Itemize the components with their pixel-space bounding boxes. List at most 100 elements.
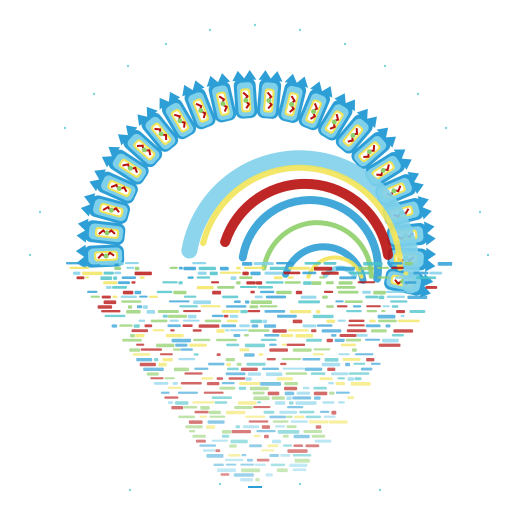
reflection-stripe: [275, 425, 285, 428]
reflection-stripe: [198, 266, 216, 271]
reflection-stripe: [329, 391, 335, 395]
reflection-stripe: [263, 410, 275, 414]
reflection-stripe: [267, 391, 280, 396]
reflection-stripe: [251, 324, 259, 328]
reflection-stripe: [112, 295, 118, 298]
reflection-stripe: [373, 290, 386, 295]
scatter-dot: [343, 42, 347, 46]
reflection-stripe: [154, 358, 159, 362]
reflection-stripe: [248, 329, 270, 332]
reflection-stripe: [328, 382, 334, 385]
reflection-stripe: [264, 310, 286, 313]
reflection-stripe: [118, 262, 124, 266]
reflection-stripe: [226, 305, 247, 308]
reflection-stripe: [253, 262, 274, 266]
reflection-stripe: [189, 343, 207, 347]
scatter-dot: [478, 210, 482, 214]
reflection-stripe: [149, 295, 158, 298]
reflection-stripe: [284, 281, 301, 284]
reflection-stripe: [129, 348, 141, 352]
ring-lobe: [80, 193, 131, 224]
reflection-stripe: [247, 310, 261, 313]
reflection-stripe: [356, 334, 368, 337]
reflection-stripe: [366, 305, 381, 308]
reflection-stripe: [293, 434, 310, 439]
reflection-stripe: [171, 406, 184, 410]
reflection-stripe: [255, 281, 263, 285]
reflection-stripe: [101, 295, 111, 299]
reflection-stripe: [192, 401, 215, 404]
reflection-stripe: [396, 310, 405, 314]
reflection-stripe: [289, 463, 308, 467]
reflection-stripe: [429, 271, 442, 275]
reflection-stripe: [385, 290, 405, 293]
reflection-stripe: [183, 406, 198, 409]
reflection-stripe: [238, 386, 247, 390]
reflection-stripe: [366, 310, 377, 313]
reflection-stripe: [276, 468, 288, 473]
reflection-stripe: [353, 362, 366, 365]
reflection-stripe: [286, 343, 306, 346]
reflection-stripe: [209, 415, 226, 418]
reflection-stripe: [306, 338, 322, 342]
reflection-stripe: [180, 382, 202, 385]
reflection-stripe: [160, 391, 170, 394]
reflection-stripe: [245, 377, 252, 381]
reflection-stripe: [206, 382, 220, 386]
reflection-stripe: [248, 486, 262, 488]
reflection-stripe: [326, 338, 333, 343]
reflection-stripe: [260, 290, 275, 294]
reflection-stripe: [250, 271, 261, 276]
reflection-stripe: [358, 266, 374, 271]
reflection-stripe: [377, 266, 389, 269]
reflection-stripe: [397, 319, 420, 323]
swirl-arc: [200, 164, 404, 271]
reflection-stripe: [199, 415, 208, 418]
reflection-stripe: [164, 377, 175, 380]
reflection-stripe: [281, 343, 287, 346]
scatter-dot: [128, 488, 132, 492]
reflection-stripe: [242, 425, 259, 429]
reflection-stripe: [363, 262, 383, 266]
reflection-stripe: [295, 334, 314, 338]
reflection-stripe: [211, 281, 220, 284]
reflection-stripe: [381, 310, 386, 313]
reflection-stripe: [265, 281, 284, 284]
reflection-stripe: [134, 266, 140, 271]
reflection-stripe: [348, 372, 370, 375]
reflection-stripe: [184, 372, 203, 375]
reflection-stripe: [194, 367, 209, 370]
reflection-stripe: [233, 473, 254, 477]
reflection-stripe: [255, 478, 260, 482]
reflection-stripe: [236, 281, 241, 285]
reflection-stripe: [290, 420, 308, 423]
reflection-stripe: [111, 324, 118, 328]
reflection-stripe: [105, 286, 112, 289]
reflection-stripe: [169, 266, 178, 269]
reflection-stripe: [216, 329, 225, 333]
reflection-stripe: [355, 353, 374, 356]
reflection-stripe: [280, 362, 287, 366]
reflection-stripe: [188, 430, 196, 433]
reflection-stripe: [131, 281, 136, 284]
reflection-stripe: [302, 271, 317, 275]
reflection-stripe: [199, 444, 216, 447]
reflection-stripe: [185, 425, 203, 429]
reflection-stripe: [303, 281, 312, 285]
reflection-stripe: [362, 290, 371, 294]
reflection-stripe: [136, 305, 143, 309]
reflection-stripe: [228, 454, 241, 457]
scatter-dot: [298, 482, 302, 486]
reflection-stripe: [121, 300, 142, 303]
reflection-stripe: [228, 377, 246, 380]
reflection-stripe: [208, 362, 225, 366]
reflection-stripe: [292, 319, 303, 324]
reflection-stripe: [225, 463, 237, 466]
reflection-stripe: [82, 271, 103, 276]
reflection-stripe: [99, 262, 115, 266]
reflection-stripe: [204, 319, 222, 323]
reflection-stripe: [281, 358, 302, 361]
reflection-stripe: [206, 425, 216, 429]
ring-lobe: [278, 73, 309, 123]
reflection-stripe: [247, 458, 253, 462]
